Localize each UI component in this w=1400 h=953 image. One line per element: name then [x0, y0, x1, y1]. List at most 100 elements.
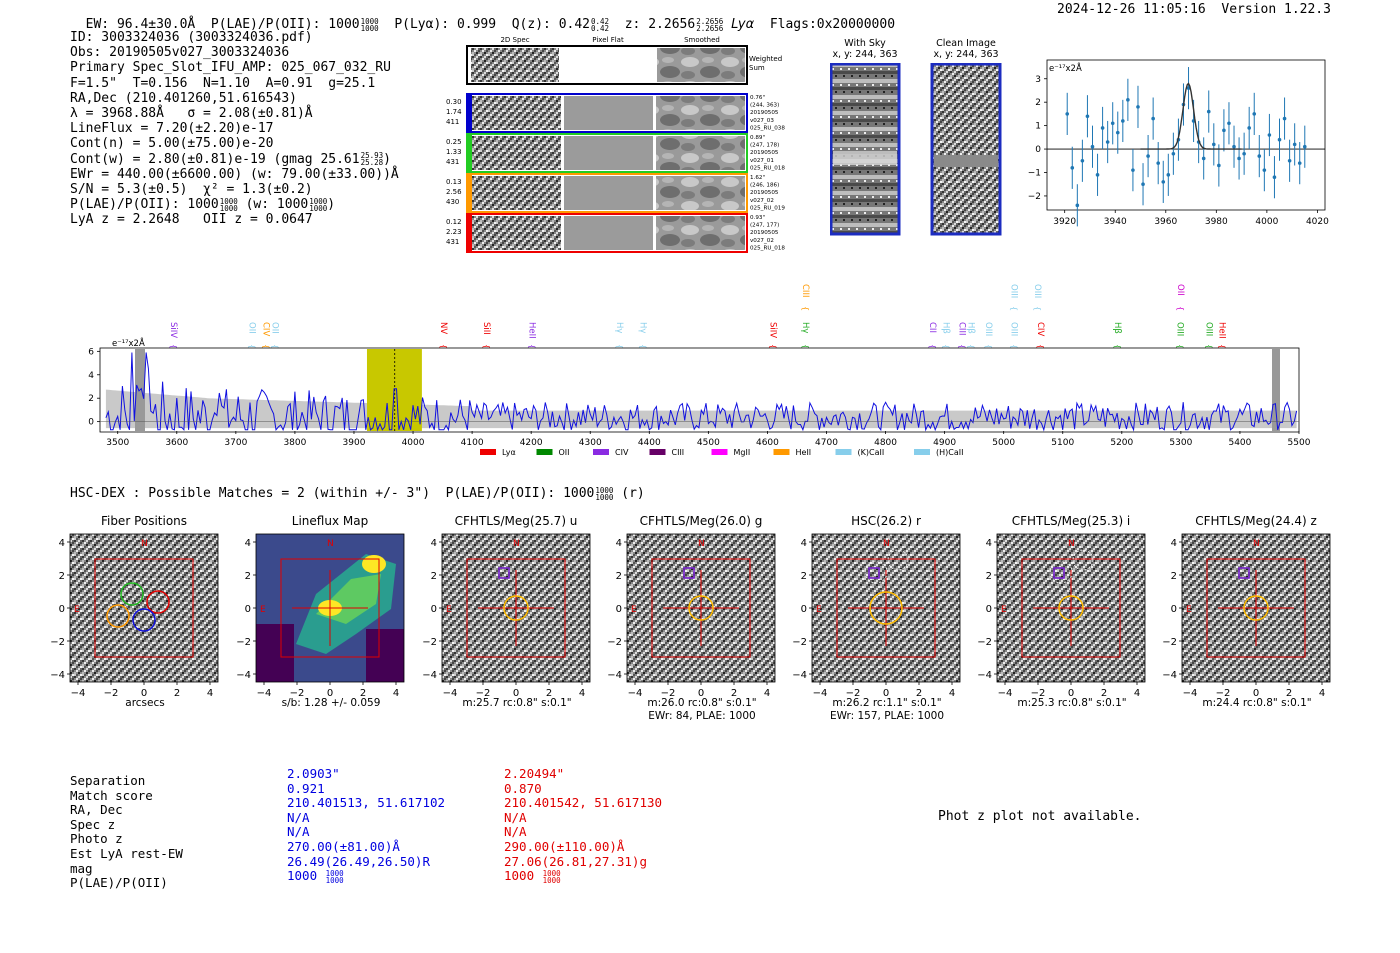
spec-xtick-label: 5200 [1110, 438, 1133, 448]
stamp-xtick-label: 0 [1068, 688, 1074, 699]
cutout-right-value: 025_RU_019 [750, 205, 785, 211]
stamp-caption: arcsecs [125, 697, 165, 709]
timestamp: 2024-12-26 11:05:16 [1057, 2, 1206, 17]
stamp-xtick-label: 0 [513, 688, 519, 699]
emission-line-label: Hβ [1112, 322, 1122, 334]
table-cell-value: N/A [504, 809, 527, 825]
legend-label: HeII [796, 448, 812, 457]
spec-xtick-label: 4900 [933, 438, 956, 448]
emission-line-label: SiII [481, 322, 491, 335]
spec-xtick-label: 4500 [697, 438, 720, 448]
spectrum-flux-line [105, 352, 1298, 432]
zoom-data-point [1151, 116, 1155, 121]
zoom-data-point [1232, 144, 1236, 149]
info-lyaz: LyA z = 2.2648 OII z = 0.0647 [70, 212, 313, 228]
frac-num: 1000 [219, 196, 238, 206]
spec-xtick-label: 5500 [1288, 438, 1311, 448]
stamp-5: N E 4 2 0 −2 −4 −4 −2 0 2 4 [977, 533, 1146, 699]
aperture-box [280, 558, 380, 658]
table-cell: 0.870 [504, 780, 662, 797]
emission-line-label: Hγ [800, 322, 810, 333]
spec-xtick-label: 4400 [638, 438, 661, 448]
stamp-xtick-label: 2 [1286, 688, 1292, 699]
stamp-ytick-label: −4 [236, 670, 251, 681]
stamp-ytick-label: 4 [245, 538, 251, 549]
emission-line-bracket: { [247, 344, 256, 349]
stamp-ytick-label: −2 [236, 637, 251, 648]
stamp-caption-2: EWr: 157, PLAE: 1000 [829, 710, 945, 722]
info-obs: Obs: 20190505v027_3003324036 [70, 45, 290, 61]
north-marker: N [698, 539, 705, 549]
zoom-xtick-label: 3980 [1205, 217, 1228, 227]
cutout-2d [470, 96, 561, 130]
fiber-circle [120, 582, 144, 606]
table-cell: 210.401542, 51.617130 [504, 795, 662, 811]
spec-xtick-label: 3800 [283, 438, 306, 448]
zoom-data-point [1212, 142, 1216, 147]
emission-line-label: HeII [526, 322, 536, 339]
stamp-title: CFHTLS/Meg(26.0) g [639, 514, 763, 528]
cutout-left-value: 2.56 [446, 188, 462, 196]
cutout-left-value: 431 [446, 238, 459, 246]
stamp-xtick-label: 0 [141, 688, 147, 699]
table-cell: N/A [504, 809, 662, 826]
with-sky-label: With Sky [844, 38, 886, 49]
gaussian-fit-line [1140, 82, 1242, 150]
zoom-ytick-label: −2 [1028, 192, 1041, 202]
weighted-label-2: Sum [749, 64, 765, 72]
zoom-data-point [1277, 137, 1282, 142]
legend-swatch [773, 449, 790, 455]
zoom-data-point [1292, 142, 1297, 147]
spectra-cutouts: 2D Spec Pixel Flat Smoothed Weighted Sum… [446, 36, 785, 253]
stamp-xtick-label: −2 [290, 688, 305, 699]
table-label: P(LAE)/P(OII) [70, 875, 168, 891]
east-marker: E [260, 605, 266, 615]
stamp-3: N E 4 2 0 −2 −4 −4 −2 0 2 4 [607, 533, 776, 699]
zoom-data-point [1237, 156, 1241, 161]
emission-line-bracket: { [527, 344, 536, 349]
stamp-xtick-label: −4 [71, 688, 86, 699]
emission-line-label: CIII [800, 284, 810, 297]
emission-line-label: NV [438, 322, 448, 334]
catalog-ellipse [1049, 560, 1073, 584]
stamp-ytick-label: −4 [792, 670, 807, 681]
table-cell: 0.921 [287, 781, 445, 797]
table-cell-value: 26.49(26.49,26.50)R [287, 853, 430, 869]
stamp-ytick-label: 0 [616, 604, 622, 615]
stamp-title: CFHTLS/Meg(25.3) i [1011, 514, 1131, 528]
match-marker [1053, 567, 1065, 579]
stamp-xtick-label: 4 [393, 688, 399, 699]
detection-circle [1058, 595, 1084, 621]
emission-line-bracket: { [966, 344, 975, 349]
info-contw: Cont(w) = 2.80(±0.81)e-19 (gmag 25.61 25.… [70, 151, 391, 167]
frac-num: 25.93 [360, 151, 384, 160]
cutout-left-value: 0.30 [446, 98, 462, 106]
stamp-xtick-label: 4 [1319, 688, 1325, 699]
stamp-xtick-label: 0 [883, 688, 889, 699]
cutout-right-value: 1.62" [750, 175, 765, 181]
zoom-data-point [1110, 121, 1115, 126]
emission-line-label: OIII [1174, 322, 1184, 336]
cutout-flat [564, 136, 653, 170]
aperture-box [836, 558, 936, 658]
table-label: RA, Dec [70, 802, 123, 818]
stamp-ytick-label: 4 [801, 538, 807, 549]
spec-xtick-label: 4200 [520, 438, 543, 448]
stamp-ytick-label: 4 [59, 538, 65, 549]
emission-line-label: SiIV [168, 322, 178, 338]
info-lambda: λ = 3968.88Å σ = 2.08(±0.81)Å [70, 105, 313, 121]
stamp-ytick-label: 4 [431, 538, 437, 549]
emission-line-bracket: { [1033, 306, 1042, 311]
contw-text: Cont(w) = 2.80(±0.81)e-19 (gmag 25.61 [70, 151, 360, 167]
spec-xtick-label: 4700 [815, 438, 838, 448]
match-marker [1238, 567, 1250, 579]
emission-line-label: CIII [956, 322, 966, 335]
stamp-caption-2: EWr: 84, PLAE: 1000 [648, 710, 756, 722]
table-cell-value: 0.870 [504, 780, 542, 796]
zoom-data-point [1302, 144, 1307, 149]
zoom-data-point [1090, 144, 1095, 149]
aperture-box [1021, 558, 1121, 658]
emission-line-bracket: { [169, 344, 178, 349]
zoom-data-point [1136, 105, 1140, 109]
stamp-xtick-label: 4 [764, 688, 770, 699]
